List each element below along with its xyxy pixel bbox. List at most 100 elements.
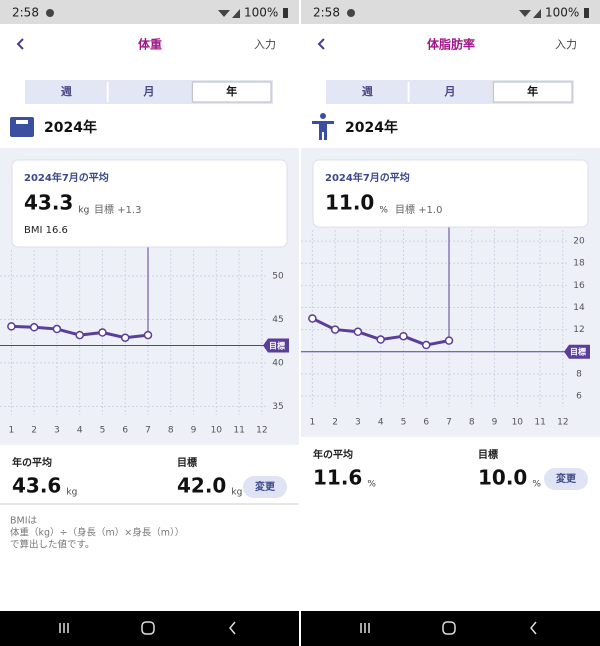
change-button-label[interactable]: 変更 — [255, 480, 276, 493]
x-tick-label: 12 — [557, 418, 568, 428]
x-tick-label: 1 — [310, 418, 316, 428]
y-tick-label: 45 — [272, 315, 283, 325]
change-button[interactable] — [544, 468, 588, 490]
x-tick-label: 3 — [355, 418, 361, 428]
x-tick-label: 2 — [31, 426, 37, 436]
goal-label: 目標 — [177, 456, 197, 469]
status-time: 2:58 — [12, 6, 39, 20]
y-tick-label: 50 — [272, 272, 284, 282]
card-value: 11.0 — [325, 191, 374, 215]
back-button[interactable] — [16, 38, 24, 50]
nav-bar — [0, 611, 299, 646]
back-button[interactable] — [317, 38, 325, 50]
data-point — [308, 314, 317, 323]
y-tick-label: 20 — [573, 237, 585, 247]
year-label: 2024年 — [345, 119, 398, 136]
header-action[interactable]: 入力 — [555, 38, 577, 51]
y-tick-label: 12 — [573, 325, 584, 335]
divider — [299, 0, 301, 646]
y-tick-label: 40 — [272, 358, 284, 368]
tab[interactable]: 年 — [226, 84, 237, 98]
data-point — [353, 327, 363, 337]
status-icon — [46, 9, 54, 17]
card-unit: % — [379, 206, 388, 216]
tab[interactable]: 月 — [444, 85, 456, 98]
data-point — [444, 336, 454, 345]
status-battery: 100% — [545, 6, 579, 20]
card-goal-diff: 目標 +1.0 — [395, 203, 442, 216]
goal-unit: kg — [231, 488, 242, 498]
x-tick-label: 8 — [469, 418, 475, 428]
tab[interactable]: 週 — [61, 84, 72, 98]
y-tick-label: 8 — [576, 369, 582, 379]
signal-icon — [232, 9, 240, 18]
card-extra: BMI 16.6 — [24, 225, 68, 236]
phone-screen: 2:58 100%体重 入力週月年2024年1 2 3 4 5 6 7 8 9 10 11 1235404… — [0, 0, 299, 646]
nav-home[interactable] — [442, 621, 456, 635]
y-tick-label: 35 — [272, 402, 283, 412]
change-button[interactable] — [243, 476, 287, 498]
goal-value: 42.0 — [177, 474, 226, 498]
header-action[interactable]: 入力 — [254, 38, 276, 51]
x-tick-label: 4 — [378, 418, 384, 428]
data-point — [421, 340, 431, 350]
battery-icon — [584, 8, 589, 18]
avg-value: 43.6 — [12, 474, 61, 498]
nav-bar — [301, 611, 600, 646]
tab-selected — [191, 81, 272, 103]
scale-icon-display — [16, 120, 28, 124]
card-goal-diff: 目標 +1.3 — [94, 203, 141, 216]
goal-badge-label: 目標 — [269, 341, 285, 351]
data-point — [399, 331, 408, 341]
x-tick-label: 6 — [122, 426, 128, 436]
y-tick-label: 16 — [573, 281, 585, 291]
x-tick-label: 6 — [423, 418, 429, 428]
y-tick-label: 6 — [576, 391, 582, 401]
x-tick-label: 8 — [168, 426, 174, 436]
year-label: 2024年 — [44, 119, 97, 136]
goal-badge — [564, 344, 590, 359]
header-title: 体重 — [138, 37, 162, 52]
data-point — [376, 335, 385, 344]
goal-label: 目標 — [478, 448, 498, 461]
change-button-label[interactable]: 変更 — [556, 472, 577, 485]
y-tick-label: 18 — [573, 259, 585, 269]
summary-card — [312, 159, 589, 228]
nav-back[interactable] — [530, 621, 537, 635]
data-point — [330, 325, 340, 334]
data-point — [98, 328, 107, 337]
tab[interactable]: 月 — [143, 85, 155, 98]
x-tick-label: 9 — [191, 426, 197, 436]
signal-icon — [533, 9, 541, 18]
x-tick-label: 10 — [211, 426, 223, 436]
status-time: 2:58 — [313, 6, 340, 20]
tab[interactable]: 年 — [527, 84, 538, 98]
x-tick-label: 10 — [512, 418, 524, 428]
data-point — [7, 322, 16, 331]
goal-unit: % — [532, 480, 541, 490]
tab-selected — [492, 81, 573, 103]
note-line: 体重（kg）÷（身長（m）×身長（m）） — [10, 527, 184, 539]
goal-badge — [263, 338, 289, 353]
x-tick-label: 5 — [401, 418, 407, 428]
x-tick-label: 11 — [233, 426, 244, 436]
avg-label: 年の平均 — [12, 456, 52, 469]
data-point — [75, 330, 84, 340]
avg-unit: kg — [66, 488, 77, 498]
note-line: BMIは — [10, 516, 38, 527]
data-point — [52, 324, 62, 334]
goal-badge-label: 目標 — [570, 347, 586, 357]
header-title: 体脂肪率 — [427, 37, 475, 52]
x-tick-label: 3 — [54, 426, 60, 436]
card-title: 2024年7月の平均 — [24, 171, 109, 184]
tab[interactable]: 週 — [362, 84, 373, 98]
avg-label: 年の平均 — [313, 448, 353, 461]
wifi-icon — [519, 10, 531, 17]
nav-home[interactable] — [141, 621, 155, 635]
data-point — [120, 333, 130, 342]
nav-back[interactable] — [229, 621, 236, 635]
wifi-icon — [218, 10, 230, 17]
x-tick-label: 12 — [256, 426, 267, 436]
person-icon-head — [320, 113, 326, 119]
